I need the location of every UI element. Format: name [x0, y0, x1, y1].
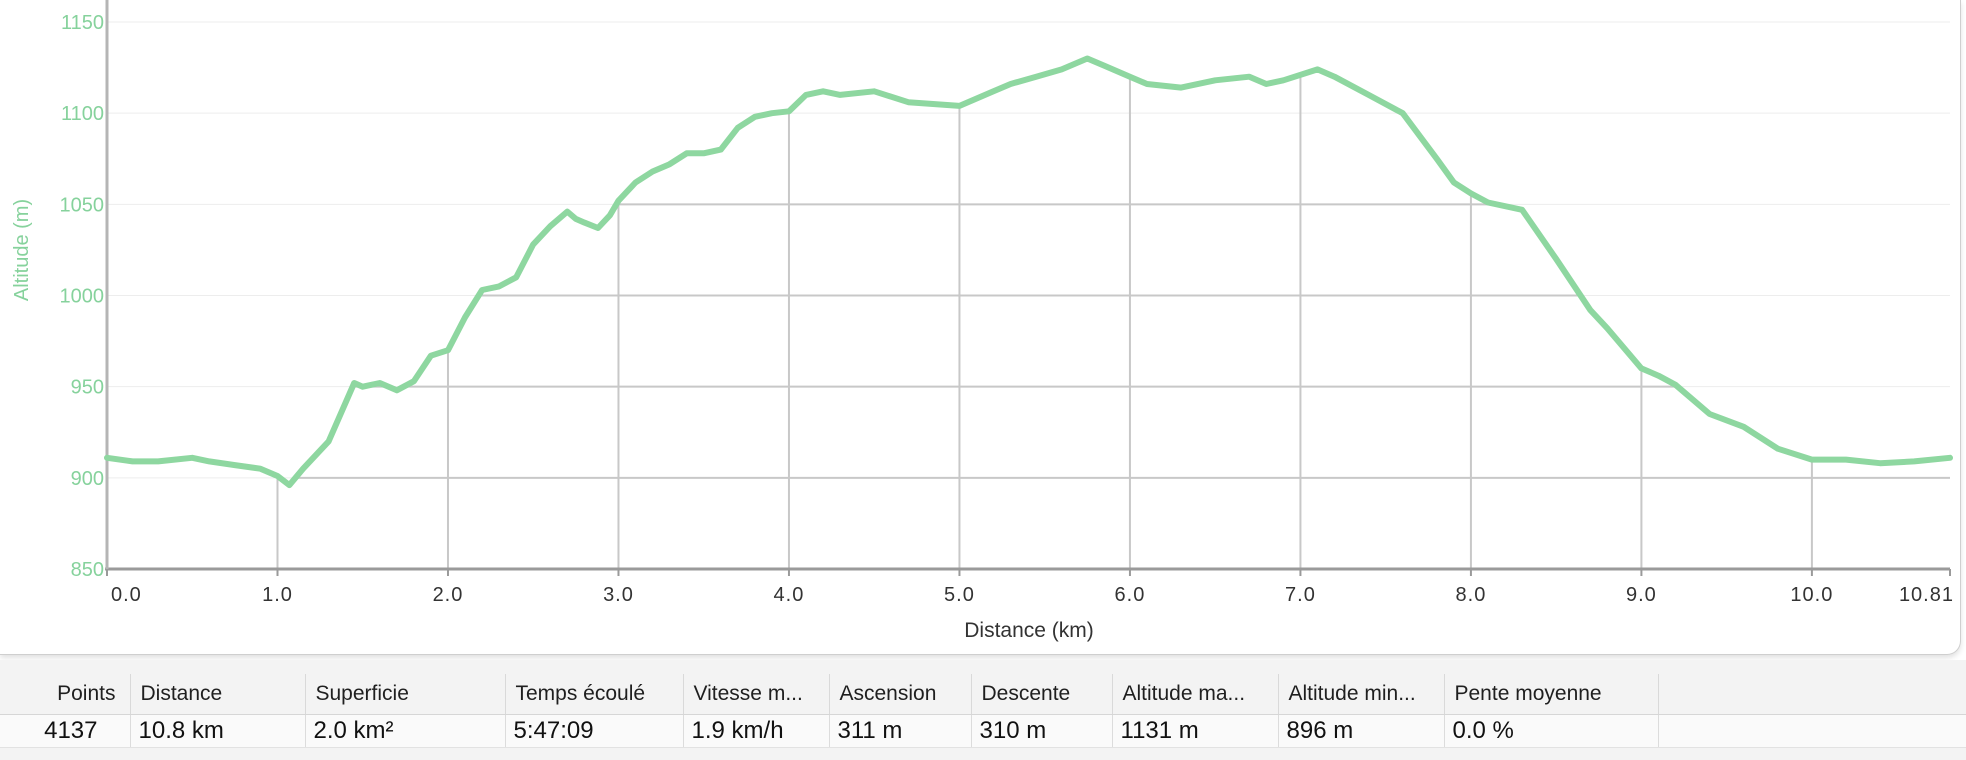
- x-tick-label: 5.0: [944, 584, 975, 606]
- column-header-area[interactable]: Superficie: [305, 674, 506, 715]
- column-header-max-altitude[interactable]: Altitude ma...: [1112, 674, 1279, 715]
- x-tick-label: 7.0: [1285, 584, 1316, 606]
- cell-distance: 10.8 km: [130, 714, 306, 748]
- elevation-profile-line[interactable]: [104, 55, 1953, 489]
- y-tick-label: 850: [71, 559, 104, 581]
- column-header-distance[interactable]: Distance: [130, 674, 306, 715]
- cell-average-slope: 0.0 %: [1444, 714, 1659, 748]
- cell-filler: [1658, 714, 1966, 748]
- cell-points: 4137: [0, 714, 131, 748]
- x-tick-label: 1.0: [262, 584, 293, 606]
- x-tick-label: 4.0: [774, 584, 805, 606]
- y-tick-label: 1050: [60, 194, 105, 216]
- statistics-table: Points Distance Superficie Temps écoulé …: [0, 674, 1966, 748]
- chart-grid: [107, 21, 1950, 569]
- x-tick-label: 0.0: [111, 584, 142, 606]
- y-tick-label: 1150: [61, 12, 104, 34]
- elevation-profile-chart[interactable]: 0.0 1.0 2.0 3.0 4.0 5.0 6.0 7.0 8.0 9.0 10.0 10.81 …: [0, 0, 1960, 654]
- elevation-profile-panel: 0.0 1.0 2.0 3.0 4.0 5.0 6.0 7.0 8.0 9.0 10.0 10.81 …: [0, 0, 1961, 655]
- cell-elapsed-time: 5:47:09: [505, 714, 684, 748]
- statistics-header-row: Points Distance Superficie Temps écoulé …: [0, 674, 1966, 715]
- x-tick-label: 8.0: [1456, 584, 1487, 606]
- cell-descent: 310 m: [971, 714, 1113, 748]
- x-tick-label: 10.81: [1899, 584, 1954, 606]
- column-header-min-altitude[interactable]: Altitude min...: [1278, 674, 1445, 715]
- x-tick-label: 2.0: [433, 584, 464, 606]
- x-axis-title: Distance (km): [964, 619, 1094, 642]
- column-header-elapsed-time[interactable]: Temps écoulé: [505, 674, 684, 715]
- y-tick-label: 950: [71, 377, 104, 399]
- column-header-descent[interactable]: Descente: [971, 674, 1113, 715]
- column-header-filler: [1658, 674, 1966, 715]
- column-header-average-speed[interactable]: Vitesse m...: [683, 674, 830, 715]
- x-tick-label: 9.0: [1626, 584, 1657, 606]
- column-header-points[interactable]: Points: [0, 674, 131, 715]
- y-tick-label: 900: [71, 468, 104, 490]
- cell-min-altitude: 896 m: [1278, 714, 1445, 748]
- x-tick-label: 3.0: [603, 584, 634, 606]
- cell-max-altitude: 1131 m: [1112, 714, 1279, 748]
- y-tick-label: 1100: [61, 103, 104, 125]
- column-header-average-slope[interactable]: Pente moyenne: [1444, 674, 1659, 715]
- table-row[interactable]: 4137 10.8 km 2.0 km² 5:47:09 1.9 km/h 31…: [0, 714, 1966, 748]
- y-axis-title: Altitude (m): [11, 199, 33, 301]
- statistics-area: Points Distance Superficie Temps écoulé …: [0, 660, 1966, 760]
- x-axis-ticks: 0.0 1.0 2.0 3.0 4.0 5.0 6.0 7.0 8.0 9.0 10.0 10.81: [106, 569, 1954, 606]
- x-tick-label: 6.0: [1115, 584, 1146, 606]
- cell-area: 2.0 km²: [305, 714, 506, 748]
- y-axis-ticks: 850 900 950 1000 1050 1100 1150: [60, 12, 105, 581]
- y-tick-label: 1000: [60, 286, 105, 308]
- column-header-ascent[interactable]: Ascension: [829, 674, 972, 715]
- cell-average-speed: 1.9 km/h: [683, 714, 830, 748]
- cell-ascent: 311 m: [829, 714, 972, 748]
- x-tick-label: 10.0: [1790, 584, 1833, 606]
